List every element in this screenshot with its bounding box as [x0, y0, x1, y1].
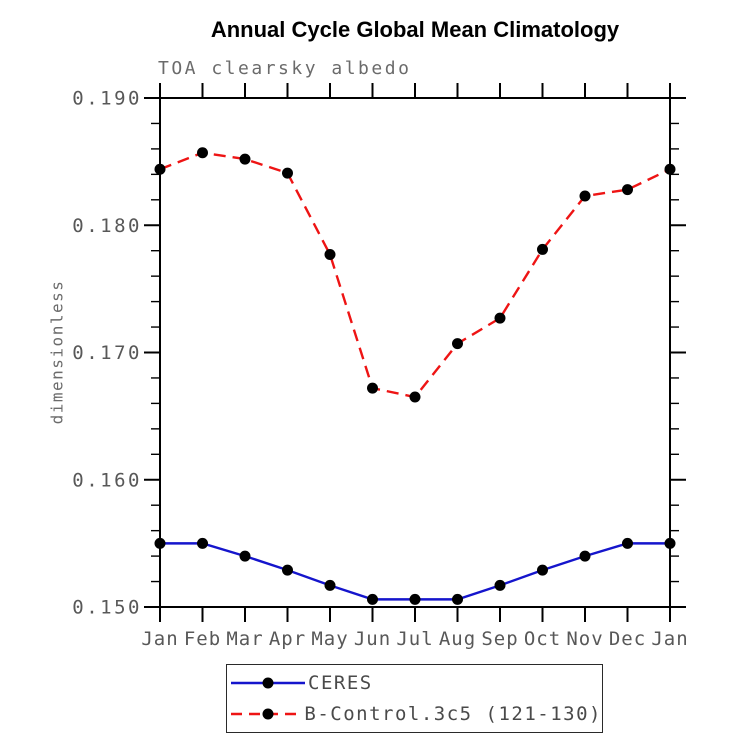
- data-point: [282, 167, 293, 179]
- data-point: [324, 579, 336, 591]
- data-point: [579, 550, 591, 562]
- legend-entry-ceres: CERES: [227, 669, 602, 697]
- data-point: [664, 537, 676, 549]
- legend-line-solid: [231, 677, 305, 689]
- data-point: [409, 391, 421, 403]
- x-tick-label: Jan: [141, 628, 178, 650]
- x-tick-label: Jan: [651, 628, 688, 650]
- y-tick-label: 0.160: [72, 469, 142, 491]
- x-tick-label: Mar: [226, 628, 263, 650]
- legend-entry-bcontrol: B-Control.3c5 (121-130): [227, 700, 602, 728]
- y-tick-label: 0.150: [72, 597, 142, 619]
- data-point: [537, 243, 548, 255]
- data-point: [452, 593, 463, 605]
- data-point: [324, 249, 336, 261]
- chart-title: Annual Cycle Global Mean Climatology: [210, 17, 620, 42]
- data-point: [494, 579, 506, 591]
- y-tick-label: 0.190: [72, 88, 142, 110]
- x-tick-label: Apr: [269, 628, 306, 650]
- data-point: [622, 184, 633, 196]
- data-point: [367, 593, 378, 605]
- data-point: [154, 537, 166, 549]
- plot-area: Jan Feb Mar Apr May Jun Jul Aug Sep Oct Nov Dec Jan0…: [72, 83, 688, 650]
- x-tick-label: Aug: [439, 628, 476, 650]
- data-point: [282, 564, 293, 576]
- data-point: [494, 312, 506, 324]
- series-line-solid: [160, 542, 670, 601]
- x-tick-label: Feb: [184, 628, 221, 650]
- legend-label-bcontrol: B-Control.3c5 (121-130): [304, 703, 602, 726]
- y-tick-label: 0.180: [72, 215, 142, 237]
- legend-label-ceres: CERES: [308, 671, 373, 694]
- chart-subtitle: TOA clearsky albedo: [158, 58, 412, 79]
- x-tick-label: May: [311, 628, 348, 650]
- series-line-dashed: [159, 151, 671, 399]
- data-point: [452, 338, 463, 350]
- legend-box: CERES B-Control.3c5 (121-130): [226, 664, 603, 733]
- data-point: [367, 382, 378, 394]
- data-point: [239, 550, 251, 562]
- data-point: [239, 153, 251, 165]
- data-point: [579, 190, 591, 202]
- y-tick-label: 0.170: [72, 342, 142, 364]
- x-tick-label: Oct: [524, 628, 561, 650]
- data-point: [197, 147, 208, 159]
- data-point: [197, 537, 208, 549]
- data-point: [622, 537, 633, 549]
- data-point: [664, 163, 676, 175]
- data-point: [409, 593, 421, 605]
- data-point: [154, 163, 166, 175]
- x-tick-label: Nov: [566, 628, 603, 650]
- x-tick-label: Jul: [396, 628, 433, 650]
- x-tick-label: Dec: [609, 628, 646, 650]
- x-tick-label: Sep: [481, 628, 518, 650]
- x-tick-label: Jun: [354, 628, 391, 650]
- legend-line-dashed: [231, 708, 304, 720]
- data-point: [537, 564, 548, 576]
